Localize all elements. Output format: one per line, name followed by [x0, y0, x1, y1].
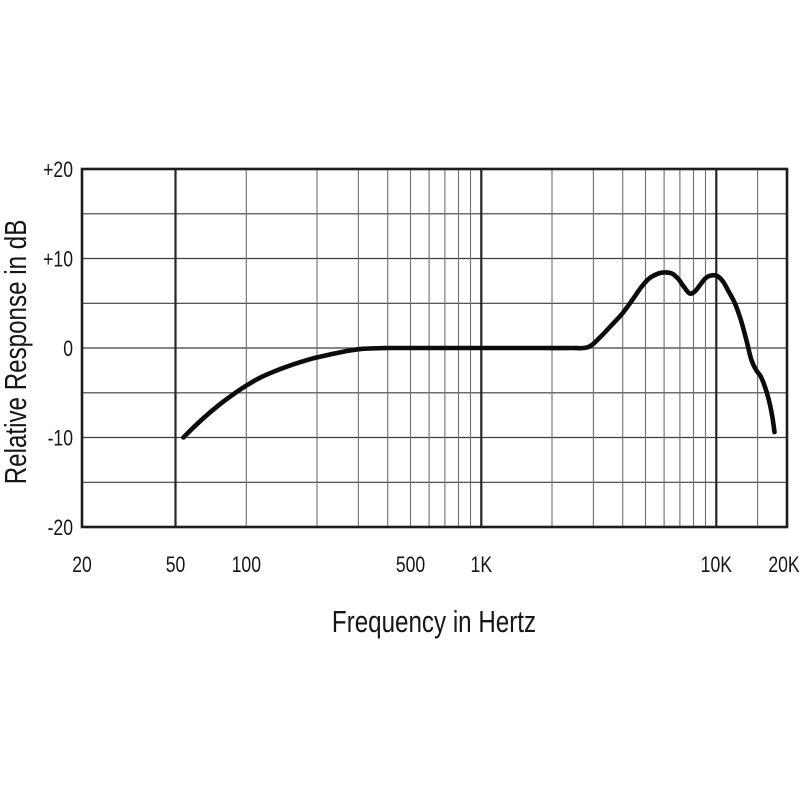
x-tick-label: 20 [72, 553, 92, 577]
frequency-response-curve [181, 270, 777, 440]
x-tick-label: 20K [768, 553, 800, 577]
curve-layer [181, 270, 777, 440]
y-tick-label: 0 [63, 337, 73, 361]
x-tick-label: 100 [232, 553, 261, 577]
y-tick-label: +20 [43, 158, 73, 182]
x-tick-label: 10K [701, 553, 733, 577]
tick-layer: 20 50 100 500 1K 10K 20K +20 +10 0 -10 -20 [43, 158, 800, 577]
x-tick-label: 1K [471, 553, 493, 577]
x-axis-title: Frequency in Hertz [332, 604, 536, 639]
x-tick-label: 500 [396, 553, 425, 577]
y-tick-label: -10 [48, 427, 73, 451]
y-tick-label: -20 [48, 516, 73, 540]
y-tick-label: +10 [43, 248, 73, 272]
plot-frame [80, 167, 789, 529]
x-tick-label: 50 [166, 553, 186, 577]
y-axis-title: Relative Response in dB [0, 220, 33, 485]
